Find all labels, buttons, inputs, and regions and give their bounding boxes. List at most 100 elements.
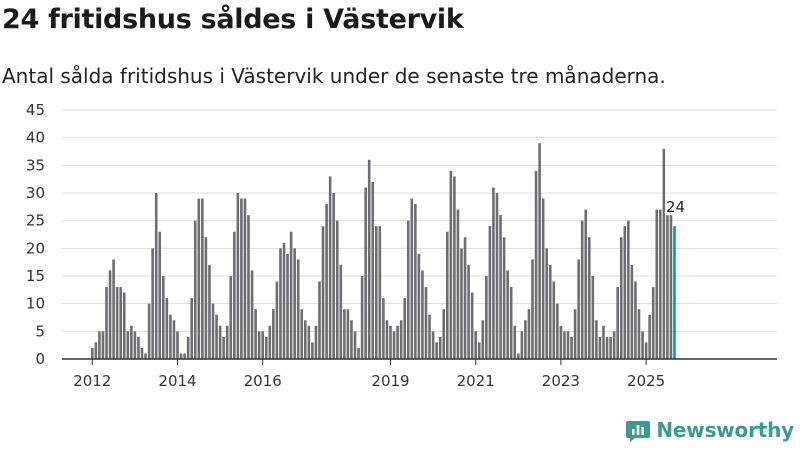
bar: [151, 248, 154, 359]
y-tick-label: 20: [26, 239, 45, 257]
bar: [162, 276, 165, 359]
bar: [197, 198, 201, 359]
bar: [98, 331, 101, 359]
bar: [325, 204, 328, 359]
bar: [460, 248, 463, 359]
bar: [353, 331, 357, 359]
x-tick-label: 2025: [627, 372, 665, 390]
bar: [495, 193, 499, 359]
bar: [378, 226, 382, 359]
bar: [321, 226, 325, 359]
y-axis-tick-labels: 0 5 10 15 20 25 30 35 40 45: [26, 101, 45, 368]
bar: [350, 320, 353, 359]
bar: [112, 259, 115, 359]
bar: [222, 336, 225, 359]
bar: [169, 314, 172, 359]
bar: [534, 170, 538, 359]
chart-title: 24 fritidshus såldes i Västervik: [2, 4, 464, 35]
bar: [517, 353, 520, 359]
bar: [186, 336, 190, 359]
bar: [257, 331, 261, 359]
bar: [580, 220, 584, 359]
bar: [669, 215, 673, 359]
bar: [623, 226, 627, 359]
bar: [147, 303, 151, 359]
bar: [218, 325, 222, 359]
bar: [524, 320, 527, 359]
y-tick-label: 35: [26, 156, 45, 174]
bar: [367, 159, 371, 359]
bar: [463, 237, 467, 359]
bar: [215, 314, 218, 359]
bar: [154, 193, 158, 359]
bar: [183, 353, 186, 359]
bar: [641, 331, 644, 359]
bar: [651, 287, 655, 359]
bar: [389, 325, 392, 359]
bar: [101, 331, 105, 359]
bar: [435, 342, 438, 359]
bar: [499, 215, 502, 359]
bar: [438, 336, 442, 359]
bar: [282, 242, 286, 359]
bar: [243, 198, 247, 359]
bar: [204, 237, 208, 359]
bar: [247, 215, 250, 359]
bar: [417, 253, 421, 359]
y-tick-label: 40: [26, 129, 45, 147]
bar: [307, 325, 311, 359]
bar: [375, 226, 378, 359]
bar: [492, 187, 495, 359]
bar: [588, 237, 591, 359]
bar: [470, 292, 474, 359]
bar: [421, 270, 424, 359]
bar: [339, 264, 343, 359]
bar: [371, 181, 375, 359]
bar: [449, 170, 453, 359]
bar: [137, 336, 140, 359]
bar: [595, 320, 598, 359]
bar: [616, 287, 619, 359]
bar: [609, 336, 612, 359]
bar: [208, 264, 211, 359]
bar: [573, 309, 577, 359]
bar: [250, 270, 254, 359]
bar: [211, 303, 215, 359]
x-tick-label: 2019: [371, 372, 409, 390]
bar: [566, 331, 570, 359]
bar: [392, 331, 396, 359]
bar: [488, 226, 492, 359]
bar: [289, 231, 293, 359]
bar: [382, 298, 385, 359]
bar: [545, 248, 548, 359]
bar: [396, 325, 399, 359]
bar: [659, 209, 662, 359]
bar: [286, 253, 289, 359]
bar: [264, 336, 268, 359]
bar: [172, 320, 176, 359]
bar: [531, 259, 534, 359]
bar: [233, 231, 236, 359]
bar: [403, 298, 406, 359]
bar: [229, 276, 233, 359]
y-tick-label: 10: [26, 295, 45, 313]
bar: [108, 270, 112, 359]
bar: [272, 309, 275, 359]
bar: [591, 276, 595, 359]
y-tick-label: 25: [26, 212, 45, 230]
bar: [130, 325, 133, 359]
y-tick-label: 5: [35, 322, 45, 340]
bar: [385, 320, 389, 359]
bar: [364, 187, 367, 359]
bar: [431, 331, 435, 359]
annotations: 24: [664, 196, 687, 218]
bar: [414, 204, 417, 359]
bar: [467, 264, 470, 359]
y-tick-label: 15: [26, 267, 45, 285]
x-tick-label: 2012: [73, 372, 111, 390]
bar: [190, 298, 193, 359]
bar: [655, 209, 659, 359]
bar: [577, 259, 580, 359]
bar: [144, 353, 147, 359]
